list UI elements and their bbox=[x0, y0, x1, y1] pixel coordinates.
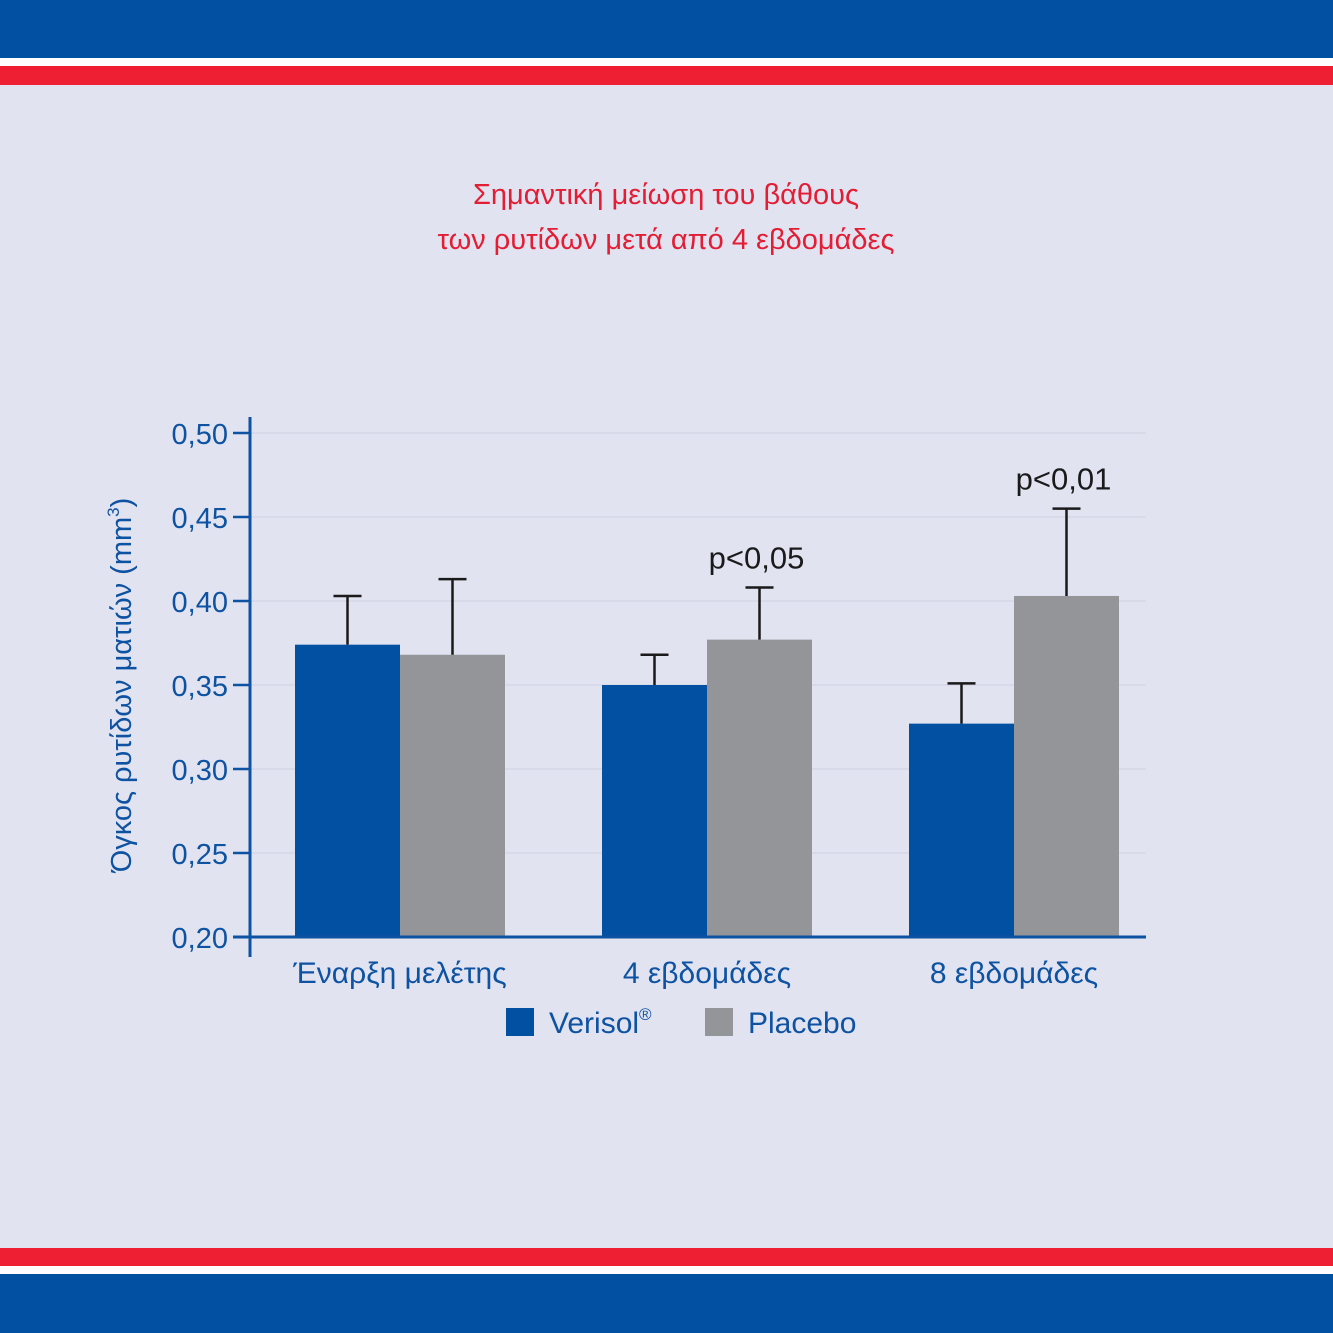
y-tick-label: 0,40 bbox=[172, 587, 228, 619]
top-band-white bbox=[0, 58, 1333, 66]
p-value-annotation: p<0,05 bbox=[709, 541, 805, 576]
error-bars bbox=[333, 507, 1081, 724]
x-category-label: 4 εβδομάδες bbox=[623, 957, 791, 990]
y-tick-label: 0,20 bbox=[172, 923, 228, 955]
top-band-red bbox=[0, 66, 1333, 85]
y-tick-label: 0,50 bbox=[172, 419, 228, 451]
p-value-annotation: p<0,01 bbox=[1016, 462, 1112, 497]
y-axis-label: Όγκος ρυτίδων ματιών (mm3) bbox=[104, 498, 138, 874]
chart-title-line-1: Σημαντική μείωση του βάθους bbox=[473, 179, 859, 211]
axes: 0,20 0,25 0,30 0,35 0,40 0,45 0,50 Έναρξη μελέτ… bbox=[172, 417, 1146, 990]
bottom-band-red bbox=[0, 1248, 1333, 1266]
chart-title-line-2: των ρυτίδων μετά από 4 εβδομάδες bbox=[438, 224, 895, 256]
bar bbox=[707, 639, 812, 937]
y-tick-label: 0,45 bbox=[172, 503, 228, 535]
annotations: p<0,05 p<0,01 bbox=[709, 462, 1112, 576]
y-tick-label: 0,25 bbox=[172, 839, 228, 871]
bottom-band-white bbox=[0, 1266, 1333, 1274]
bars bbox=[295, 595, 1119, 937]
legend-label-placebo: Placebo bbox=[748, 1007, 856, 1040]
y-tick-label: 0,30 bbox=[172, 755, 228, 787]
x-category-label: 8 εβδομάδες bbox=[930, 957, 1098, 990]
x-category-label: Έναρξη μελέτης bbox=[292, 957, 506, 990]
bottom-band-blue bbox=[0, 1274, 1333, 1333]
bar bbox=[909, 723, 1014, 937]
y-tick-label: 0,35 bbox=[172, 671, 228, 703]
legend: Verisol® Placebo bbox=[506, 1005, 856, 1040]
legend-swatch-placebo bbox=[705, 1008, 733, 1036]
bar bbox=[400, 654, 505, 937]
top-band-blue bbox=[0, 0, 1333, 58]
bar bbox=[1014, 595, 1119, 937]
bar bbox=[602, 685, 707, 937]
bar bbox=[295, 644, 400, 937]
legend-swatch-verisol bbox=[506, 1008, 534, 1036]
legend-label-verisol: Verisol® bbox=[549, 1005, 652, 1040]
